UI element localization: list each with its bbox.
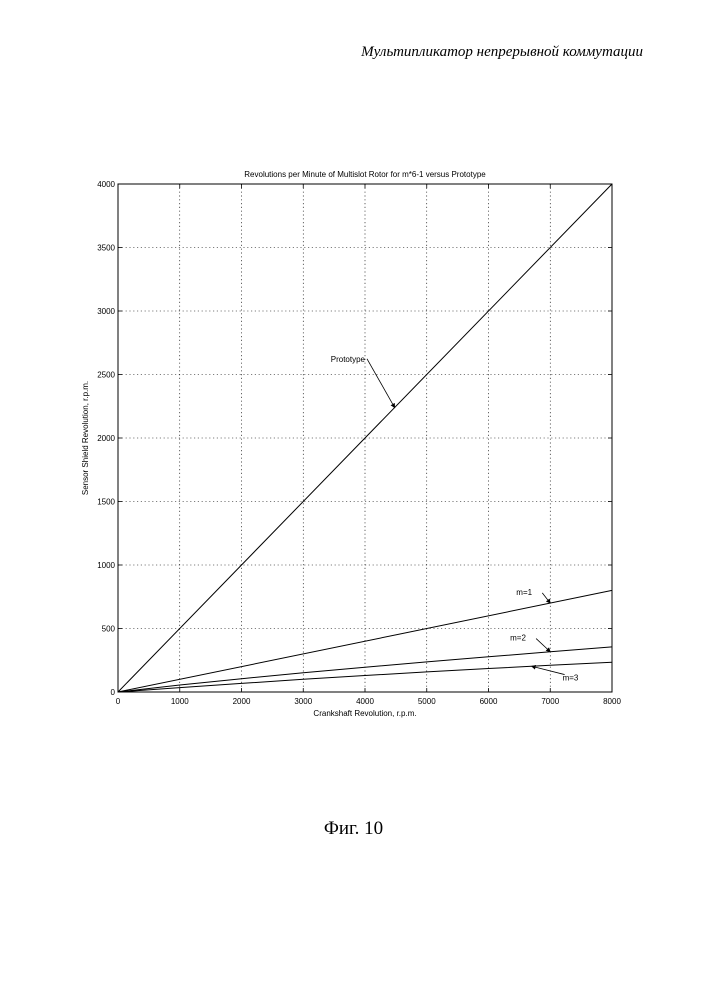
x-tick-label: 0 (116, 697, 121, 706)
x-tick-label: 2000 (233, 697, 251, 706)
y-tick-label: 3500 (97, 244, 115, 253)
series-arrow-m-1 (542, 593, 550, 603)
y-axis-label: Sensor Shield Revolution, r.p.m. (81, 381, 90, 495)
series-arrow-m-3 (532, 666, 565, 674)
y-tick-label: 4000 (97, 180, 115, 189)
x-axis-label: Crankshaft Revolution, r.p.m. (313, 709, 416, 718)
x-tick-label: 5000 (418, 697, 436, 706)
x-tick-label: 4000 (356, 697, 374, 706)
y-tick-label: 500 (102, 625, 116, 634)
x-tick-label: 8000 (603, 697, 621, 706)
series-label-prototype: Prototype (331, 355, 366, 364)
series-label-m-1: m=1 (516, 588, 532, 597)
x-tick-label: 6000 (480, 697, 498, 706)
y-tick-label: 2500 (97, 371, 115, 380)
x-tick-label: 3000 (294, 697, 312, 706)
series-line-m-1 (118, 590, 612, 692)
x-tick-label: 7000 (541, 697, 559, 706)
x-tick-label: 1000 (171, 697, 189, 706)
y-tick-label: 2000 (97, 434, 115, 443)
series-arrow-m-2 (536, 639, 550, 652)
series-label-m-3: m=3 (563, 674, 579, 683)
series-arrow-prototype (367, 359, 395, 408)
y-tick-label: 1500 (97, 498, 115, 507)
y-tick-label: 0 (111, 688, 116, 697)
y-tick-label: 3000 (97, 307, 115, 316)
chart-title: Revolutions per Minute of Multislot Roto… (244, 170, 486, 179)
series-label-m-2: m=2 (510, 634, 526, 643)
series-line-m-2 (118, 647, 612, 692)
y-tick-label: 1000 (97, 561, 115, 570)
figure-caption: Фиг. 10 (0, 818, 707, 840)
